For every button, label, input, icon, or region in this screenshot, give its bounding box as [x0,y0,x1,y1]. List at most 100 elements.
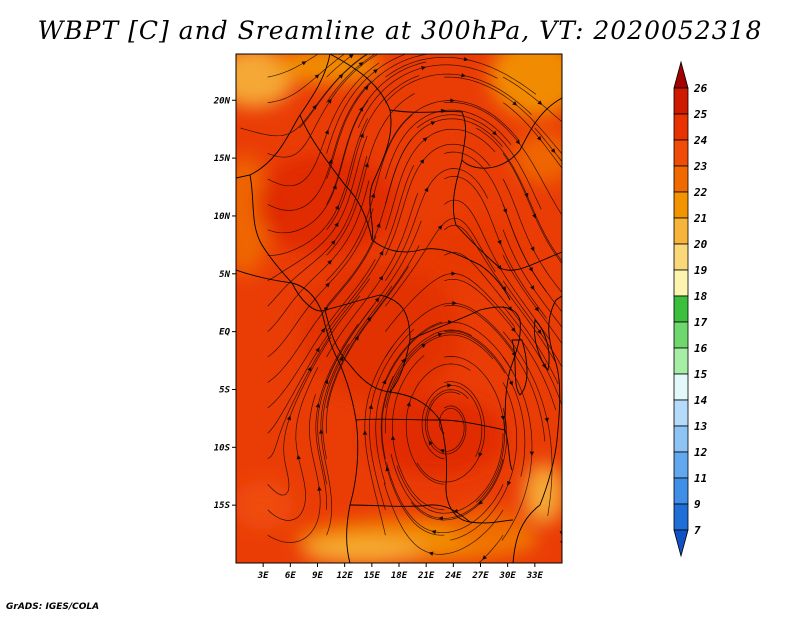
streamline [326,192,419,358]
streamline [385,128,496,230]
streamline [410,407,508,521]
streamline-arrow [315,347,320,353]
streamline-arrow [511,327,516,333]
field-patch [416,215,527,286]
streamline-arrow [348,54,354,59]
streamline [444,101,562,216]
streamline [450,382,518,541]
streamline-arrow [463,56,469,62]
border [329,54,392,241]
colorbar-swatch [673,165,689,193]
streamline-arrow [440,108,446,114]
streamline [357,64,498,129]
streamline [267,208,374,358]
colorbar-extend-bottom [673,529,689,558]
streamline [561,178,562,180]
streamline-arrow [406,401,411,407]
map-field [236,54,571,563]
streamline-arrow [358,62,364,67]
streamline [267,180,370,332]
streamline [326,54,408,154]
streamline [240,54,368,137]
streamline [502,331,553,517]
streamline [385,217,496,307]
streamline-arrow [378,275,384,281]
streamline-arrow [323,306,329,311]
streamline [320,343,350,536]
streamline-arrow [566,185,571,190]
streamline-arrow [438,516,443,521]
streamline-arrow [421,65,427,71]
streamline [267,259,376,409]
x-tick-label: 21E [417,571,435,581]
field-patch [256,154,397,255]
streamline-arrow [362,430,368,435]
colorbar-label: 7 [694,524,701,537]
streamline-arrow [296,454,301,460]
streamline [475,127,562,262]
streamline [416,381,485,483]
streamline-arrow [366,316,372,322]
streamline-arrow [478,452,483,458]
streamline [561,535,562,541]
x-tick-label: 6E [285,571,296,581]
x-tick-label: 18E [391,571,408,581]
colorbar-swatch [673,87,689,115]
streamline-arrow [328,159,333,165]
streamline [502,255,562,345]
colorbar-label: 9 [694,498,701,511]
streamline [299,54,369,129]
streamline-arrow [368,404,373,410]
streamline [267,278,371,434]
streamline-arrow [530,285,535,291]
colorbar-label: 23 [693,160,708,173]
streamline-arrow [566,312,571,317]
lake [511,339,528,396]
streamline [444,252,559,385]
streamline-arrow [482,555,487,560]
streamline [405,363,471,485]
colorbar-swatch [673,503,689,531]
colorbar-swatch [673,451,689,479]
streamline [375,321,442,485]
colorbar-label: 25 [693,108,708,121]
streamline-arrow [318,429,324,434]
streamline-arrow [400,358,406,364]
colorbar-label: 16 [694,342,708,355]
streamline-arrow [332,184,337,190]
streamline-arrow [507,306,513,312]
streamline [369,329,415,510]
streamline [444,356,505,503]
chart-title: WBPT [C] and Sreamline at 300hPa, VT: 20… [37,16,763,45]
streamline-arrow [564,391,568,396]
streamlines [240,54,562,563]
streamline-arrow [492,130,497,136]
colorbar-swatch [673,113,689,141]
streamline [267,135,368,282]
streamline-arrow [507,480,512,486]
streamline [326,54,376,103]
streamline-arrow [324,129,329,135]
streamline [444,304,546,442]
streamline-arrow [566,211,570,216]
streamline [561,280,562,282]
border [249,174,293,284]
field-patch [302,539,423,563]
streamline-arrow [566,474,570,479]
streamline-arrow [562,555,566,560]
streamline-arrows [286,54,571,560]
streamline [385,302,517,358]
streamline [385,168,489,281]
streamline [561,408,562,410]
border [439,419,514,524]
streamline-arrow [334,222,339,228]
streamline-arrow [448,320,453,325]
streamline-arrow [374,297,380,303]
streamline-arrow [544,417,549,423]
streamline [561,458,562,463]
streamline-arrow [497,265,502,271]
streamline [267,336,332,496]
streamline-arrow [338,73,344,79]
streamline [385,143,491,256]
colorbar-label: 14 [694,394,708,407]
